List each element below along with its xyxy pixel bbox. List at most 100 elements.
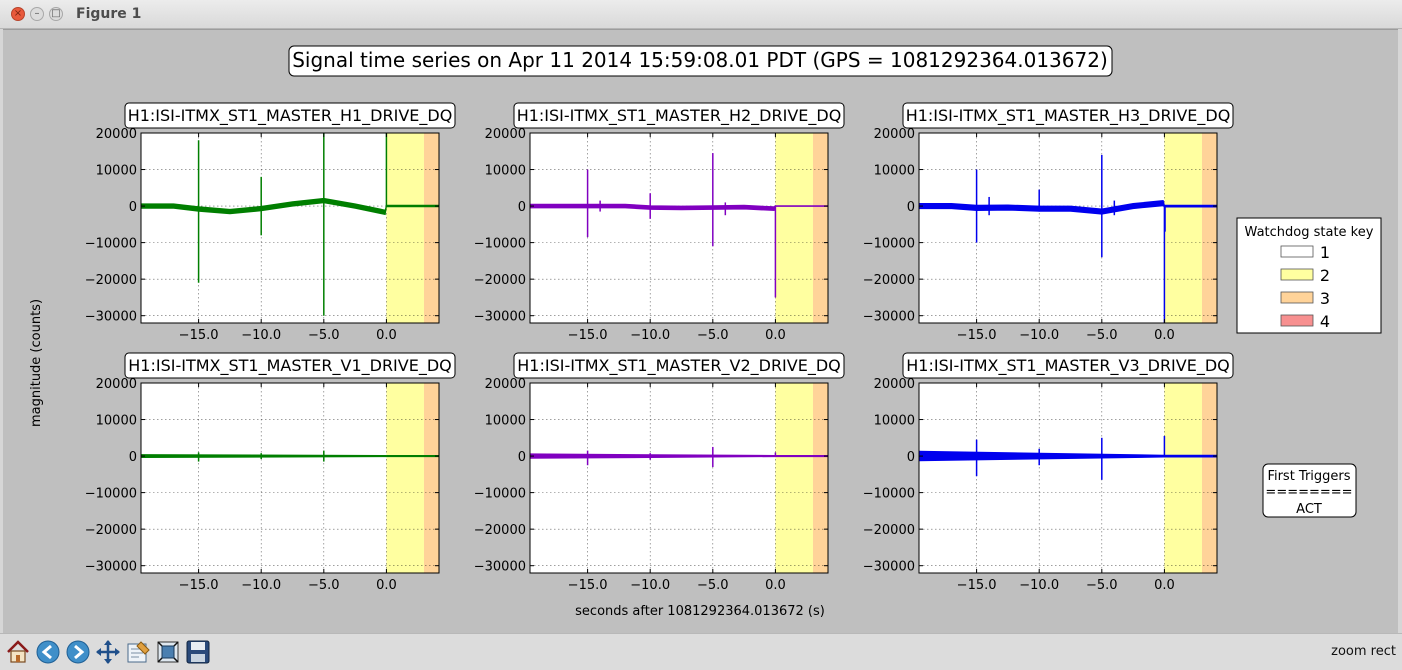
x-tick-label: −10.0 (1019, 328, 1059, 343)
y-tick-label: 0 (129, 450, 137, 465)
window-titlebar: × – □ Figure 1 (0, 0, 1402, 29)
maximize-window-button[interactable]: □ (49, 7, 63, 21)
panel-title: H1:ISI-ITMX_ST1_MASTER_H3_DRIVE_DQ (906, 106, 1231, 126)
state-span-2 (1164, 383, 1202, 573)
panel-title-box (124, 102, 456, 129)
suptitle: Signal time series on Apr 11 2014 15:59:… (292, 48, 1108, 72)
state-span-3 (1201, 133, 1217, 323)
y-tick-label: −20000 (863, 273, 915, 288)
x-tick-label: −15.0 (179, 578, 219, 593)
legend-title: Watchdog state key (1245, 225, 1374, 240)
navigation-toolbar: zoom rect (0, 633, 1402, 670)
legend-swatch-2 (1280, 268, 1314, 281)
zoom-to-rect-button[interactable] (154, 638, 182, 666)
close-window-button[interactable]: × (11, 7, 25, 21)
figure-canvas[interactable]: Signal time series on Apr 11 2014 15:59:… (3, 29, 1398, 633)
y-tick-label: −10000 (863, 487, 915, 502)
legend-label-2: 2 (1320, 266, 1330, 285)
panel-title-box (902, 352, 1234, 379)
y-tick-label: 20000 (96, 377, 137, 392)
home-button[interactable] (4, 638, 32, 666)
y-tick-label: 0 (129, 200, 137, 215)
panel-title: H1:ISI-ITMX_ST1_MASTER_V1_DRIVE_DQ (128, 356, 452, 376)
panel-title-box (902, 102, 1234, 129)
y-tick-label: 20000 (96, 127, 137, 142)
x-tick-label: −15.0 (568, 578, 608, 593)
state-span-2 (775, 383, 813, 573)
y-tick-label: −20000 (85, 273, 137, 288)
save-button[interactable] (184, 638, 212, 666)
y-tick-label: −30000 (85, 560, 137, 575)
y-tick-label: 10000 (96, 164, 137, 179)
y-tick-label: 0 (907, 450, 915, 465)
x-tick-label: −10.0 (630, 578, 670, 593)
configure-subplots-button[interactable] (124, 638, 152, 666)
window-title: Figure 1 (76, 6, 142, 22)
first-triggers-value: ACT (1296, 502, 1322, 517)
panel-title-box (124, 352, 456, 379)
y-tick-label: −20000 (474, 523, 526, 538)
state-span-3 (812, 383, 828, 573)
panel-title-box (513, 352, 845, 379)
x-tick-label: −15.0 (957, 328, 997, 343)
state-span-2 (386, 133, 424, 323)
axes-frame (140, 132, 440, 324)
axes-frame (529, 382, 829, 574)
x-tick-label: −10.0 (241, 328, 281, 343)
zoom-to-rect-icon (157, 641, 179, 663)
y-tick-label: −20000 (85, 523, 137, 538)
x-tick-label: −5.0 (308, 578, 340, 593)
y-tick-label: 20000 (874, 127, 915, 142)
x-axis-label: seconds after 1081292364.013672 (s) (575, 604, 825, 619)
first-triggers-box (1262, 463, 1357, 518)
y-tick-label: −20000 (863, 523, 915, 538)
pan-icon (96, 640, 120, 664)
subplot-6: −15.0 −10.0 −5.0 0.0 20000 10000 0 −10000 −20000… (863, 352, 1234, 593)
first-triggers-title: First Triggers (1267, 469, 1350, 484)
y-tick-label: 0 (518, 200, 526, 215)
status-text: zoom rect (1331, 644, 1396, 659)
y-axis-label: magnitude (counts) (29, 299, 44, 427)
x-tick-label: 0.0 (1154, 328, 1175, 343)
x-tick-label: −15.0 (179, 328, 219, 343)
state-span-3 (812, 133, 828, 323)
axes-frame (918, 132, 1218, 324)
x-tick-label: 0.0 (376, 578, 397, 593)
legend-label-4: 4 (1320, 312, 1330, 331)
state-span-3 (423, 383, 439, 573)
panel-title: H1:ISI-ITMX_ST1_MASTER_V2_DRIVE_DQ (517, 356, 841, 376)
forward-button[interactable] (64, 638, 92, 666)
x-tick-label: −5.0 (697, 578, 729, 593)
y-tick-label: −10000 (85, 237, 137, 252)
y-tick-label: −10000 (474, 237, 526, 252)
x-tick-label: −10.0 (241, 578, 281, 593)
subplot-3: −15.0 −10.0 −5.0 0.0 20000 10000 0 −10000 −20000… (863, 102, 1234, 343)
forward-icon (66, 640, 90, 664)
y-tick-label: 10000 (874, 414, 915, 429)
y-tick-label: 10000 (485, 414, 526, 429)
legend-swatch-1 (1280, 245, 1314, 258)
y-tick-label: −30000 (85, 310, 137, 325)
pan-button[interactable] (94, 638, 122, 666)
y-tick-label: 10000 (874, 164, 915, 179)
x-tick-label: −15.0 (957, 578, 997, 593)
x-tick-label: −10.0 (630, 328, 670, 343)
y-tick-label: 20000 (485, 377, 526, 392)
back-icon (36, 640, 60, 664)
maximize-icon: □ (51, 8, 61, 19)
minimize-window-button[interactable]: – (30, 7, 44, 21)
subplot-1: −15.0 −10.0 −5.0 0.0 20000 10000 0 −10000 −20000… (85, 102, 456, 343)
y-tick-label: −10000 (474, 487, 526, 502)
axes-frame (918, 382, 1218, 574)
y-tick-label: −10000 (863, 237, 915, 252)
subplot-2: −15.0 −10.0 −5.0 0.0 20000 10000 0 −10000 −20000… (474, 102, 845, 343)
minimize-icon: – (34, 8, 40, 19)
legend-swatch-3 (1280, 291, 1314, 304)
suptitle-box (288, 45, 1113, 77)
axes-frame (529, 132, 829, 324)
back-button[interactable] (34, 638, 62, 666)
y-tick-label: 20000 (485, 127, 526, 142)
x-tick-label: 0.0 (1154, 578, 1175, 593)
y-tick-label: 10000 (485, 164, 526, 179)
configure-icon (127, 641, 150, 663)
